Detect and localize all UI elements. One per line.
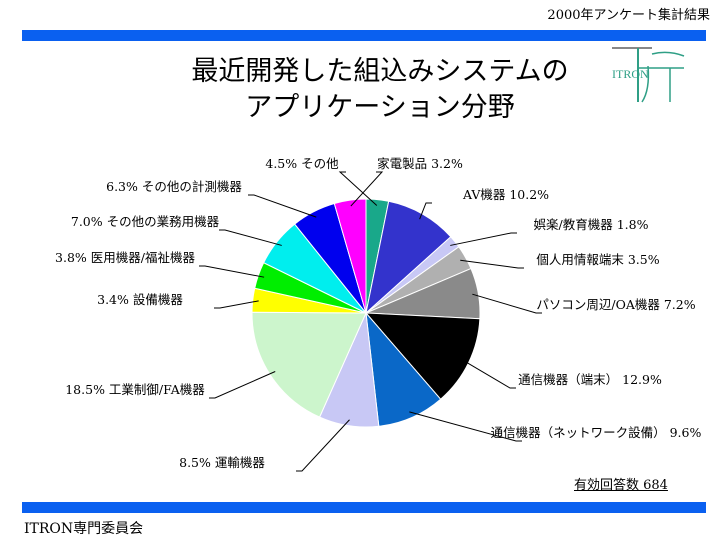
- pie-slice: [333, 198, 367, 314]
- slice-label: 娯楽/教育機器 1.8%: [534, 217, 649, 232]
- slice-label: 4.5% その他: [265, 156, 339, 171]
- leader-line: [209, 371, 276, 399]
- slice-label: パソコン周辺/OA機器 7.2%: [536, 297, 695, 312]
- slice-label: 3.8% 医用機器/福祉機器: [55, 250, 195, 265]
- slice-label: 3.4% 設備機器: [97, 292, 183, 307]
- slice-label: AV機器 10.2%: [462, 187, 549, 202]
- title-line-1: 最近開発した組込みシステムの: [191, 56, 569, 87]
- logo-text: ITRON: [612, 67, 649, 81]
- title-line-2: アプリケーション分野: [245, 92, 515, 123]
- bottom-accent-bar: [22, 502, 706, 513]
- slice-label: 18.5% 工業制御/FA機器: [65, 382, 205, 397]
- leader-line: [219, 229, 282, 246]
- slice-label: 6.3% その他の計測機器: [106, 179, 242, 194]
- response-count: 有効回答数 684: [574, 478, 668, 493]
- leader-line: [450, 232, 517, 246]
- leader-line: [409, 411, 522, 442]
- itron-logo: ITRON: [612, 47, 685, 103]
- leader-line: [460, 259, 524, 269]
- pie-slice: [365, 200, 452, 315]
- leader-line: [472, 293, 542, 314]
- pie-slice: [251, 311, 367, 418]
- slice-label: 7.0% その他の業務用機器: [71, 214, 220, 229]
- slice-label: 個人用情報端末 3.5%: [536, 252, 659, 267]
- leader-line: [296, 419, 350, 472]
- slice-label: 家電製品 3.2%: [377, 156, 463, 171]
- header-note: 2000年アンケート集計結果: [547, 8, 710, 23]
- page-title: 最近開発した組込みシステムの アプリケーション分野: [100, 54, 660, 126]
- leader-line: [338, 171, 378, 206]
- leader-line: [350, 171, 384, 207]
- top-accent-bar: [22, 30, 706, 41]
- slice-label: 8.5% 運輸機器: [179, 455, 265, 470]
- leader-line: [462, 359, 516, 389]
- slice-label: 通信機器（端末） 12.9%: [518, 372, 662, 387]
- leader-line: [199, 265, 265, 278]
- footer-text: ITRON専門委員会: [24, 521, 144, 537]
- leader-line: [419, 202, 432, 220]
- slice-label: 通信機器（ネットワーク設備） 9.6%: [491, 425, 702, 440]
- leader-line: [248, 194, 317, 218]
- leader-line: [214, 300, 259, 309]
